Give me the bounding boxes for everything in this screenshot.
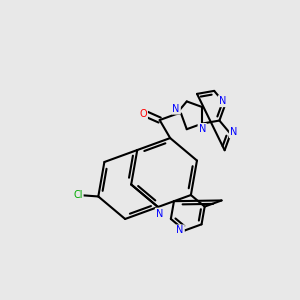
Text: N: N [219, 96, 226, 106]
Text: N: N [172, 104, 180, 114]
Text: O: O [139, 109, 147, 119]
Text: N: N [230, 128, 237, 137]
Text: N: N [199, 124, 206, 134]
Text: Cl: Cl [73, 190, 83, 200]
Text: N: N [176, 226, 184, 236]
Text: N: N [156, 208, 163, 219]
